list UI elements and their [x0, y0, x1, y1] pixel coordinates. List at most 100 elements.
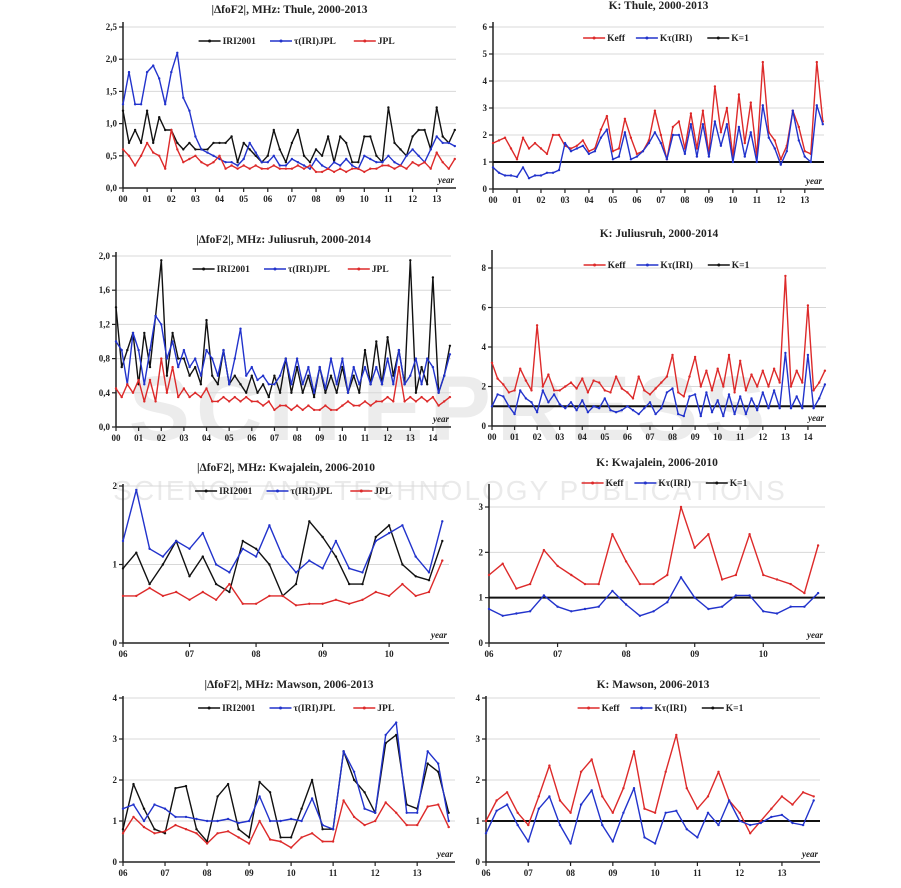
data-point — [302, 164, 306, 167]
data-point — [524, 397, 528, 400]
data-point — [496, 377, 499, 380]
data-point — [165, 357, 169, 360]
data-point — [707, 155, 711, 158]
y-tick-label: 0 — [113, 857, 118, 867]
y-tick-label: 3 — [476, 734, 481, 744]
data-point — [516, 811, 519, 814]
data-point — [453, 144, 456, 148]
data-point — [188, 598, 191, 601]
data-point — [417, 154, 420, 157]
data-point — [487, 607, 491, 611]
data-point — [205, 348, 208, 352]
data-point — [707, 533, 710, 536]
data-point — [363, 365, 367, 369]
data-point — [154, 400, 157, 403]
data-point — [273, 383, 276, 386]
data-point — [387, 164, 390, 167]
data-point — [815, 60, 818, 64]
data-point — [334, 555, 338, 558]
legend-label: Keff — [602, 704, 621, 714]
legend-label: JPL — [374, 487, 391, 497]
data-point — [548, 795, 551, 798]
y-tick-label: 0 — [483, 184, 488, 194]
data-point — [230, 135, 233, 138]
data-point — [675, 809, 678, 812]
legend-label: IRI2001 — [219, 487, 253, 497]
x-tick-label: 07 — [185, 649, 195, 659]
series-line-1 — [491, 275, 826, 400]
data-point — [569, 147, 573, 150]
data-point — [770, 807, 773, 810]
data-point — [314, 157, 318, 161]
data-point — [409, 395, 412, 399]
data-point — [241, 602, 244, 605]
data-point — [308, 602, 311, 605]
data-point — [495, 809, 498, 812]
data-point — [233, 374, 236, 377]
data-point — [557, 133, 561, 137]
data-point — [158, 116, 161, 119]
data-point — [706, 811, 710, 814]
data-point — [780, 813, 784, 817]
data-point — [609, 391, 612, 394]
y-tick-label: 5 — [483, 49, 488, 59]
data-point — [375, 161, 378, 164]
data-point — [164, 167, 167, 170]
data-point — [590, 758, 593, 761]
data-point — [597, 582, 600, 586]
data-point — [201, 555, 204, 558]
data-point — [384, 801, 387, 804]
data-point — [801, 381, 804, 384]
data-point — [401, 563, 404, 566]
data-point — [537, 795, 540, 798]
chart-panel-6: 0 1 2 3 06 07 08 09 10 year K: Kwajalein, 2006-201… — [479, 457, 825, 659]
data-point — [484, 832, 488, 835]
data-point — [648, 393, 652, 396]
series-line-1 — [122, 106, 456, 163]
data-point — [199, 374, 203, 377]
data-point — [441, 520, 444, 523]
legend-marker — [362, 706, 366, 710]
x-tick-label: 00 — [488, 432, 498, 442]
data-point — [581, 144, 585, 147]
data-point — [163, 832, 167, 835]
data-point — [290, 408, 293, 412]
data-point — [302, 167, 306, 170]
data-point — [403, 400, 406, 403]
legend-label: JPL — [378, 37, 395, 47]
data-point — [205, 318, 208, 322]
data-point — [132, 803, 135, 806]
data-point — [199, 395, 203, 399]
legend-marker — [592, 36, 596, 40]
data-point — [194, 357, 197, 360]
data-point — [599, 128, 603, 131]
legend-label: Keff — [606, 479, 625, 489]
y-tick-label: 1 — [476, 816, 481, 826]
data-point — [519, 367, 522, 370]
data-point — [755, 160, 758, 164]
data-point — [447, 167, 450, 170]
x-tick-label: 08 — [203, 868, 213, 878]
data-point — [267, 383, 270, 386]
data-point — [348, 582, 351, 586]
data-point — [441, 539, 444, 543]
data-point — [801, 407, 804, 410]
data-point — [414, 400, 418, 403]
data-point — [743, 141, 746, 145]
data-point — [194, 148, 197, 151]
data-point — [121, 594, 125, 598]
data-point — [258, 780, 261, 784]
data-point — [142, 807, 146, 810]
data-point — [437, 391, 440, 394]
data-point — [533, 174, 537, 177]
data-point — [268, 838, 272, 841]
data-point — [133, 128, 137, 132]
data-point — [308, 164, 312, 167]
data-point — [682, 414, 685, 418]
data-point — [713, 120, 717, 123]
data-point — [273, 408, 276, 412]
data-point — [490, 405, 494, 408]
data-point — [375, 167, 378, 170]
data-point — [206, 148, 209, 151]
